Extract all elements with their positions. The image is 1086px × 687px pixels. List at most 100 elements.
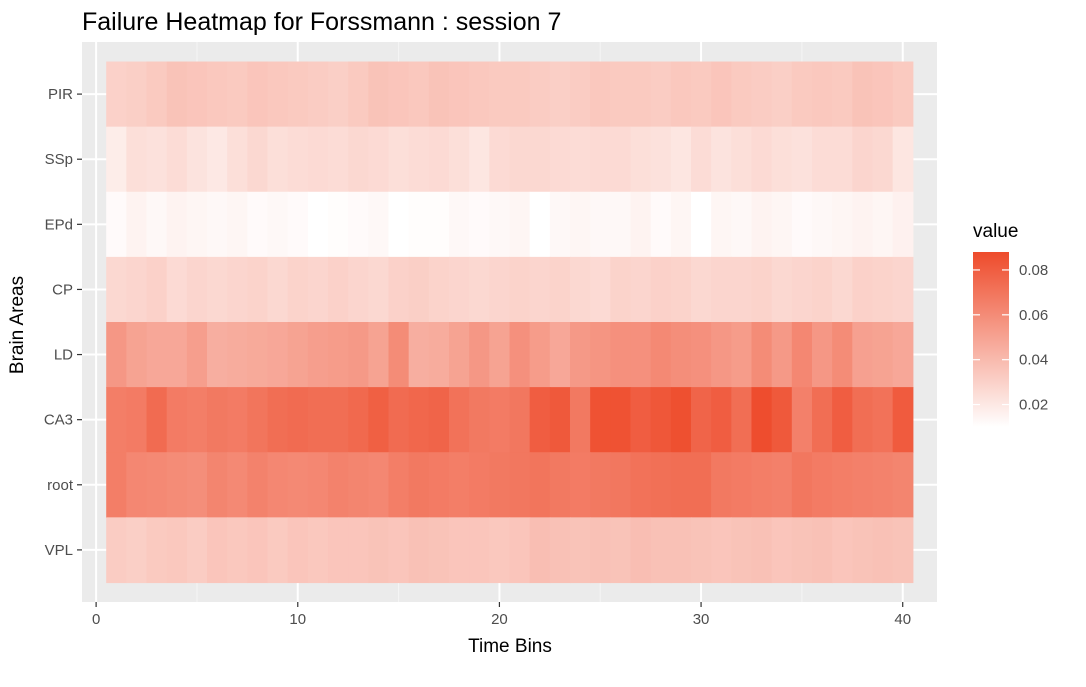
- heatmap-cell-ssp-23: [549, 126, 571, 193]
- heatmap-cell-root-13: [348, 452, 369, 518]
- heatmap-cell-ld-24: [570, 322, 591, 388]
- heatmap-cell-root-12: [328, 452, 349, 518]
- heatmap-cell-cp-5: [186, 256, 208, 323]
- heatmap-cell-ld-40: [892, 322, 914, 388]
- heatmap-cell-root-39: [872, 452, 894, 518]
- legend-tick-label: 0.08: [1019, 262, 1048, 279]
- heatmap-cell-vpl-28: [650, 517, 672, 584]
- heatmap-cell-vpl-8: [247, 517, 269, 584]
- heatmap-cell-epd-23: [549, 191, 571, 258]
- heatmap-cell-root-36: [811, 452, 833, 518]
- heatmap-cell-epd-19: [469, 191, 490, 258]
- heatmap-cell-ssp-22: [529, 126, 551, 193]
- heatmap-cell-root-5: [186, 452, 208, 518]
- heatmap-cell-ca3-22: [529, 387, 551, 453]
- heatmap-cell-cp-27: [630, 256, 652, 323]
- heatmap-cell-ca3-7: [227, 387, 248, 453]
- heatmap-cell-pir-30: [690, 61, 712, 128]
- heatmap-cell-pir-8: [247, 61, 269, 128]
- heatmap-cell-root-8: [247, 452, 269, 518]
- heatmap-cell-root-35: [791, 452, 813, 518]
- heatmap-cell-ld-13: [348, 322, 369, 388]
- heatmap-cell-ssp-14: [368, 126, 390, 193]
- heatmap-cell-root-7: [227, 452, 248, 518]
- heatmap-cell-pir-14: [368, 61, 390, 128]
- heatmap-cell-ld-10: [287, 322, 309, 388]
- heatmap-cell-pir-33: [751, 61, 773, 128]
- heatmap-cell-root-34: [771, 452, 793, 518]
- heatmap-cell-cp-10: [287, 256, 309, 323]
- heatmap-cell-ca3-34: [771, 387, 793, 453]
- heatmap-cell-ca3-1: [106, 387, 127, 453]
- heatmap-cell-ssp-3: [146, 126, 168, 193]
- heatmap-cell-cp-33: [751, 256, 773, 323]
- legend-colorbar: [973, 252, 1009, 427]
- heatmap-cell-ca3-27: [630, 387, 652, 453]
- heatmap-cell-ssp-30: [690, 126, 712, 193]
- heatmap-cell-root-37: [832, 452, 853, 518]
- heatmap-cell-root-26: [610, 452, 632, 518]
- heatmap-cell-root-24: [570, 452, 591, 518]
- heatmap-cell-ld-28: [650, 322, 672, 388]
- heatmap-cell-pir-20: [489, 61, 511, 128]
- heatmap-cell-ca3-5: [186, 387, 208, 453]
- heatmap-cell-epd-11: [307, 191, 329, 258]
- heatmap-cell-ssp-2: [126, 126, 148, 193]
- heatmap-cell-cp-35: [791, 256, 813, 323]
- heatmap-cell-pir-25: [590, 61, 611, 128]
- heatmap-cell-vpl-31: [711, 517, 732, 584]
- heatmap-cell-vpl-16: [408, 517, 430, 584]
- heatmap-cell-root-27: [630, 452, 652, 518]
- heatmap-cell-cp-36: [811, 256, 833, 323]
- heatmap-cell-ld-15: [388, 322, 410, 388]
- heatmap-cell-root-25: [590, 452, 611, 518]
- heatmap-cell-cp-16: [408, 256, 430, 323]
- heatmap-cell-ssp-9: [267, 126, 289, 193]
- heatmap-cell-vpl-4: [166, 517, 188, 584]
- heatmap-cell-root-38: [852, 452, 874, 518]
- heatmap-cell-pir-1: [106, 61, 127, 128]
- heatmap-cell-cp-9: [267, 256, 289, 323]
- heatmap-cell-cp-31: [711, 256, 732, 323]
- heatmap-cell-ssp-19: [469, 126, 490, 193]
- chart-title: Failure Heatmap for Forssmann : session …: [82, 8, 561, 36]
- heatmap-cell-ld-5: [186, 322, 208, 388]
- heatmap-cell-epd-15: [388, 191, 410, 258]
- heatmap-cell-ca3-29: [670, 387, 692, 453]
- heatmap-cell-ca3-23: [549, 387, 571, 453]
- heatmap-cell-root-19: [469, 452, 490, 518]
- heatmap-cell-cp-14: [368, 256, 390, 323]
- heatmap-cell-root-17: [428, 452, 450, 518]
- heatmap-cell-vpl-24: [570, 517, 591, 584]
- heatmap-cell-epd-7: [227, 191, 248, 258]
- heatmap-cell-ca3-35: [791, 387, 813, 453]
- heatmap-cell-root-23: [549, 452, 571, 518]
- heatmap-cell-root-29: [670, 452, 692, 518]
- heatmap-cell-ld-34: [771, 322, 793, 388]
- y-axis: PIR SSp EPd CP LD CA3 root VPL: [44, 86, 82, 559]
- y-tick-label: PIR: [48, 86, 73, 103]
- heatmap-cell-ssp-36: [811, 126, 833, 193]
- heatmap-cell-cp-4: [166, 256, 188, 323]
- heatmap-cell-root-20: [489, 452, 511, 518]
- heatmap-cell-cp-23: [549, 256, 571, 323]
- legend-tick-label: 0.02: [1019, 397, 1048, 414]
- heatmap-cell-epd-34: [771, 191, 793, 258]
- heatmap-cell-vpl-40: [892, 517, 914, 584]
- heatmap-cell-ssp-27: [630, 126, 652, 193]
- heatmap-cell-ca3-28: [650, 387, 672, 453]
- heatmap-cell-cp-18: [449, 256, 470, 323]
- heatmap-cell-pir-13: [348, 61, 369, 128]
- y-tick-label: CA3: [44, 412, 73, 429]
- heatmap-cell-ssp-16: [408, 126, 430, 193]
- heatmap-cell-cp-21: [509, 256, 531, 323]
- heatmap-cell-cp-6: [207, 256, 228, 323]
- heatmap-cell-ld-35: [791, 322, 813, 388]
- heatmap-cell-pir-38: [852, 61, 874, 128]
- heatmap-cell-cp-12: [328, 256, 349, 323]
- heatmap-cell-vpl-21: [509, 517, 531, 584]
- heatmap-cell-root-10: [287, 452, 309, 518]
- heatmap-cell-vpl-20: [489, 517, 511, 584]
- heatmap-cell-ld-29: [670, 322, 692, 388]
- heatmap-cell-epd-37: [832, 191, 853, 258]
